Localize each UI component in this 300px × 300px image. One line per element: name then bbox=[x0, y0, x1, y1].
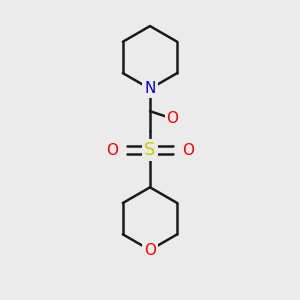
Text: O: O bbox=[167, 111, 178, 126]
Text: N: N bbox=[144, 81, 156, 96]
Text: O: O bbox=[106, 142, 118, 158]
Text: O: O bbox=[182, 142, 194, 158]
Text: S: S bbox=[144, 141, 156, 159]
Text: O: O bbox=[144, 242, 156, 257]
